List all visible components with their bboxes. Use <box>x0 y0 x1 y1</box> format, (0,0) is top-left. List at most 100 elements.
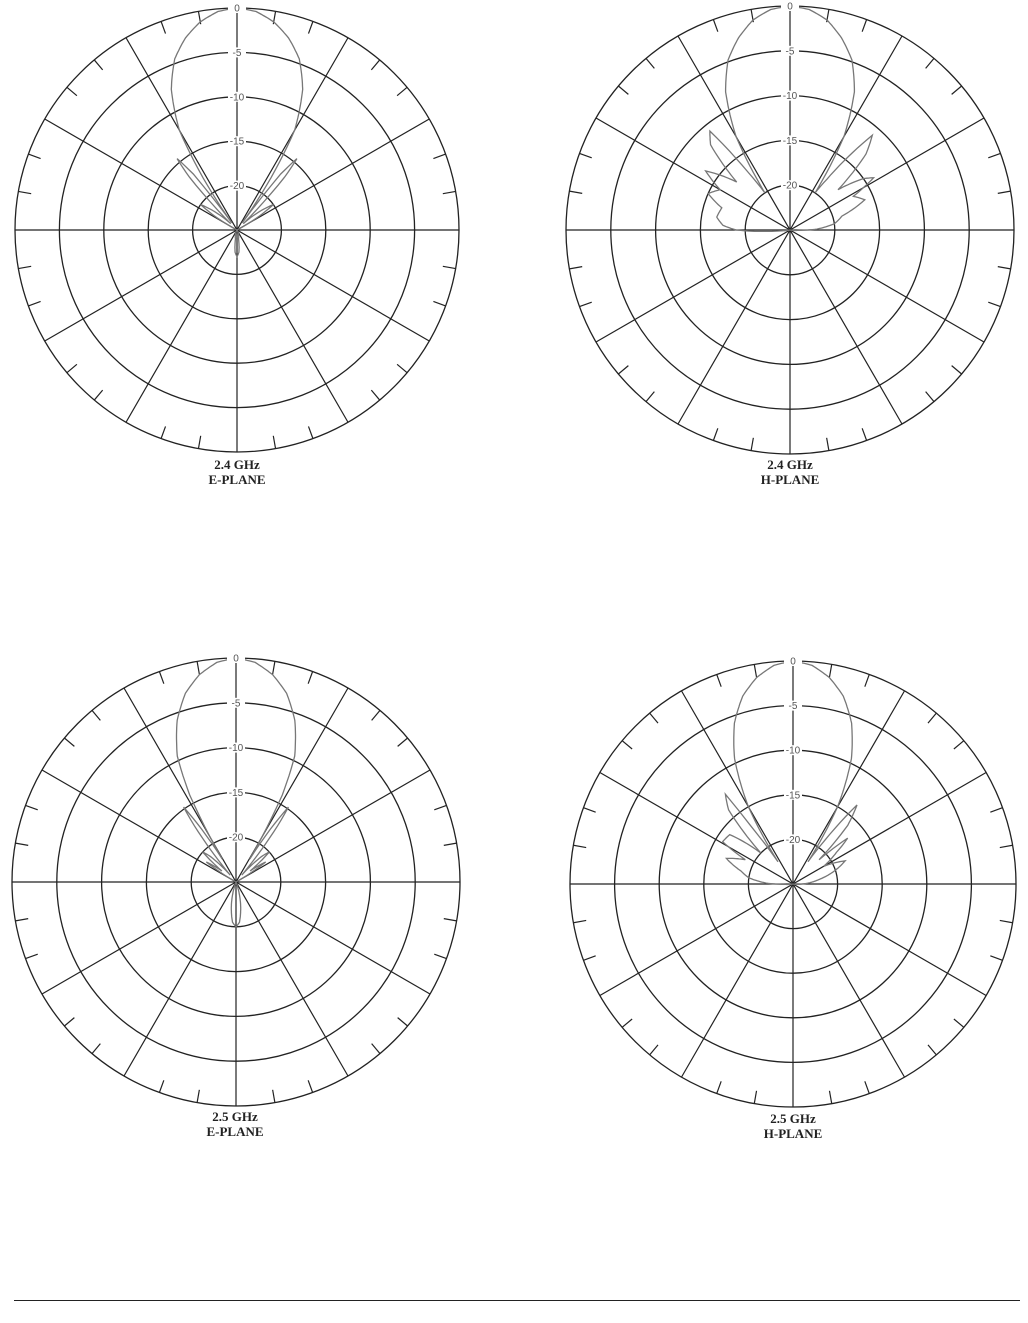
polar-chart-4: 0 -5 -10 -15 -20 <box>569 656 1017 1108</box>
angle-tick <box>91 710 101 721</box>
angle-tick <box>716 674 722 687</box>
radial-tick-label: -15 <box>786 790 801 801</box>
angle-tick <box>158 1080 165 1093</box>
label-background <box>784 656 802 666</box>
angle-tick <box>272 661 276 675</box>
angle-tick <box>370 59 381 71</box>
angle-tick <box>579 152 592 159</box>
radial-tick-label: 0 <box>787 2 793 13</box>
caption-2-5ghz-h-plane: 2.5 GHz H-PLANE <box>693 1111 893 1141</box>
radial-tick-label: -10 <box>783 91 798 102</box>
angle-tick <box>716 1081 722 1094</box>
angle-tick <box>396 363 408 374</box>
caption-plane: H-PLANE <box>760 472 820 487</box>
angle-tick <box>442 265 456 270</box>
angle-tick <box>990 807 1003 813</box>
caption-2-5ghz-e-plane: 2.5 GHz E-PLANE <box>135 1109 335 1139</box>
angle-tick <box>925 58 935 69</box>
angle-tick <box>160 21 167 34</box>
label-background <box>228 47 246 58</box>
angle-tick <box>951 365 962 375</box>
angle-tick <box>28 153 41 160</box>
angle-tick <box>649 712 659 724</box>
angle-tick <box>160 426 167 439</box>
label-background <box>228 91 246 102</box>
angle-tick <box>999 919 1013 924</box>
radial-tick-label: -20 <box>783 181 798 192</box>
angle-tick <box>828 664 833 678</box>
angle-tick <box>307 1080 314 1093</box>
radial-tick-label: -15 <box>229 788 244 799</box>
angle-tick <box>66 363 78 374</box>
angle-tick <box>861 428 868 441</box>
polar-chart-1: 0 -5 -10 -15 -20 <box>14 3 460 453</box>
angle-tick <box>18 190 32 195</box>
angle-tick <box>583 955 596 961</box>
label-background <box>227 832 245 843</box>
angle-tick <box>645 391 655 402</box>
angle-tick <box>397 1017 408 1027</box>
caption-plane: E-PLANE <box>208 472 266 487</box>
angle-tick <box>64 1017 75 1027</box>
angle-tick <box>925 391 935 402</box>
angle-tick <box>573 844 587 849</box>
angle-tick <box>433 300 446 307</box>
angle-tick <box>307 426 314 439</box>
radial-tick-label: -5 <box>232 698 241 709</box>
angle-tick <box>434 804 447 811</box>
angle-tick <box>443 918 457 922</box>
angle-tick <box>997 190 1011 194</box>
angle-tick <box>573 919 587 924</box>
label-background <box>227 653 245 663</box>
angle-tick <box>443 842 457 846</box>
angle-tick <box>370 389 381 401</box>
angle-tick <box>649 1044 659 1056</box>
caption-frequency: 2.5 GHz <box>212 1109 258 1124</box>
caption-2-4ghz-e-plane: 2.4 GHz E-PLANE <box>137 457 337 487</box>
angle-tick <box>93 389 104 401</box>
angle-tick <box>371 710 381 721</box>
angle-tick <box>371 1043 381 1054</box>
caption-plane: E-PLANE <box>206 1124 264 1139</box>
angle-tick <box>28 300 41 307</box>
angle-tick <box>442 190 456 195</box>
radial-tick-label: -5 <box>786 46 795 57</box>
angle-tick <box>618 365 629 375</box>
angle-tick <box>307 671 314 684</box>
angle-tick <box>434 953 447 960</box>
angle-tick <box>66 86 78 97</box>
angle-tick <box>618 85 629 95</box>
angle-tick <box>579 301 592 308</box>
label-background <box>781 90 799 101</box>
label-background <box>228 180 246 191</box>
angle-tick <box>569 190 583 194</box>
angle-tick <box>951 85 962 95</box>
caption-frequency: 2.4 GHz <box>767 457 813 472</box>
angle-tick <box>621 740 633 750</box>
angle-tick <box>753 1090 758 1104</box>
angle-tick <box>15 918 29 922</box>
angle-tick <box>396 86 408 97</box>
angle-tick <box>990 955 1003 961</box>
angle-tick <box>91 1043 101 1054</box>
label-background <box>784 700 802 711</box>
angle-tick <box>826 437 830 451</box>
angle-tick <box>999 844 1013 849</box>
angle-tick <box>988 301 1001 308</box>
angle-tick <box>397 737 408 747</box>
label-background <box>784 834 802 845</box>
angle-tick <box>196 661 200 675</box>
label-background <box>784 745 802 756</box>
angle-tick <box>864 674 870 687</box>
caption-plane: H-PLANE <box>763 1126 823 1141</box>
label-background <box>227 697 245 708</box>
polar-chart-2: 0 -5 -10 -15 -20 <box>565 1 1015 455</box>
angle-tick <box>18 265 32 270</box>
angle-tick <box>927 1044 937 1056</box>
label-background <box>784 789 802 800</box>
radial-tick-label: -20 <box>786 835 801 846</box>
angle-tick <box>15 842 29 846</box>
angle-tick <box>64 737 75 747</box>
caption-2-4ghz-h-plane: 2.4 GHz H-PLANE <box>690 457 890 487</box>
